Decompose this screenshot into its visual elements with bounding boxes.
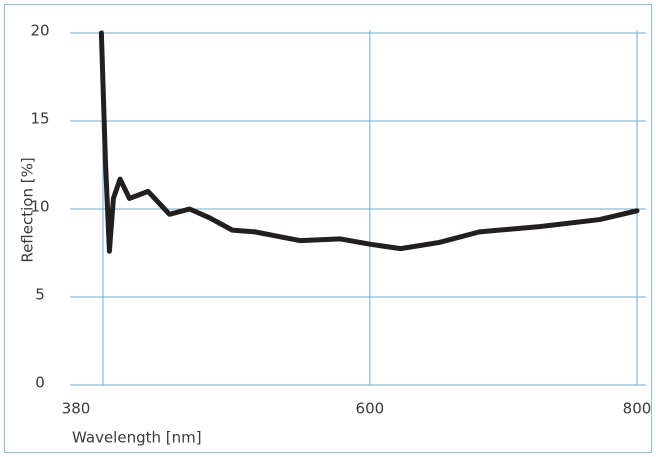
x-axis-label: Wavelength [nm]: [72, 429, 202, 447]
x-tick-label: 800: [623, 400, 652, 418]
x-tick-label: 380: [62, 400, 91, 418]
y-tick-label: 20: [30, 22, 49, 40]
y-tick-label: 15: [30, 110, 49, 128]
y-tick-label: 10: [30, 198, 49, 216]
frame: [4, 4, 652, 453]
y-tick-label: 0: [35, 374, 45, 392]
line: [98, 30, 640, 254]
y-axis-label: Reflection [%]: [19, 157, 37, 262]
x-tick-label: 600: [356, 400, 385, 418]
y-tick-label: 5: [35, 286, 45, 304]
